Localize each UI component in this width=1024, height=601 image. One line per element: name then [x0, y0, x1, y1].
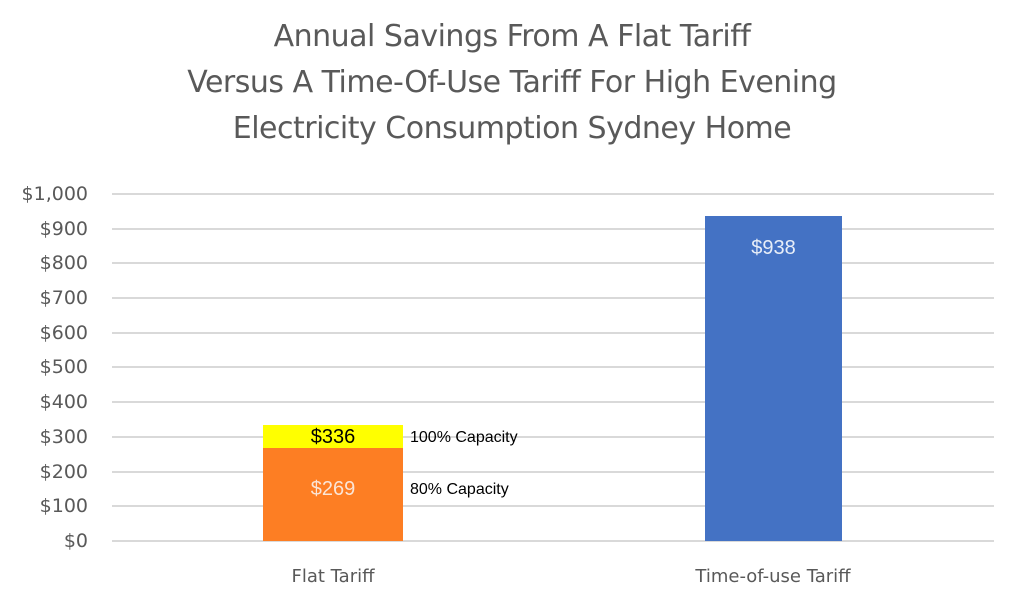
gridline: [112, 262, 994, 264]
plot-area: $336 $269 $938: [112, 193, 994, 542]
y-tick-label: $1,000: [21, 183, 88, 205]
annotation-80-capacity: 80% Capacity: [410, 481, 509, 498]
gridline: [112, 366, 994, 368]
gridline: [112, 436, 994, 438]
y-tick-label: $0: [63, 530, 88, 552]
bar-value-label: $938: [751, 237, 796, 259]
x-axis-line: [112, 540, 994, 542]
gridline: [112, 297, 994, 299]
bar-value-label: $269: [310, 478, 356, 500]
gridline: [112, 193, 994, 195]
gridline: [112, 471, 994, 473]
y-tick-label: $800: [39, 252, 88, 274]
x-tick-label-time-of-use-tariff: Time-of-use Tariff: [695, 566, 851, 587]
y-tick-label: $200: [39, 461, 88, 483]
y-tick-label: $600: [39, 322, 88, 344]
chart-title: Annual Savings From A Flat Tariff Versus…: [0, 14, 1024, 152]
x-tick-label-flat-tariff: Flat Tariff: [291, 566, 375, 587]
y-tick-label: $400: [39, 391, 88, 413]
gridline: [112, 505, 994, 507]
y-tick-label: $500: [39, 356, 88, 378]
chart-title-line-1: Annual Savings From A Flat Tariff: [273, 19, 751, 54]
chart-title-line-3: Electricity Consumption Sydney Home: [232, 111, 792, 146]
bar-flat-tariff-100-capacity: $336: [263, 425, 403, 449]
y-tick-label: $700: [39, 287, 88, 309]
bar-time-of-use-tariff: $938: [705, 216, 842, 541]
bar-value-label: $336: [310, 426, 356, 448]
gridline: [112, 401, 994, 403]
chart-title-line-2: Versus A Time-Of-Use Tariff For High Eve…: [187, 65, 837, 100]
gridline: [112, 228, 994, 230]
gridline: [112, 332, 994, 334]
y-tick-label: $100: [39, 495, 88, 517]
y-tick-label: $900: [39, 218, 88, 240]
annotation-100-capacity: 100% Capacity: [410, 429, 518, 446]
bar-flat-tariff-80-capacity: $269: [263, 448, 403, 541]
y-tick-label: $300: [39, 426, 88, 448]
